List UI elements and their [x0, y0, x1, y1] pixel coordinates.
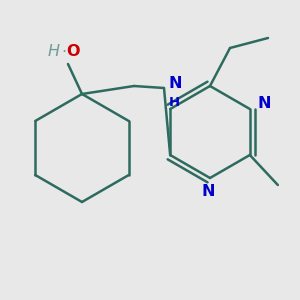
Text: H: H: [48, 44, 60, 59]
Text: N: N: [201, 184, 215, 200]
Text: N: N: [169, 76, 182, 92]
Text: H: H: [169, 95, 180, 109]
Text: N: N: [257, 97, 271, 112]
Text: ·: ·: [61, 44, 67, 59]
Text: O: O: [66, 44, 80, 59]
